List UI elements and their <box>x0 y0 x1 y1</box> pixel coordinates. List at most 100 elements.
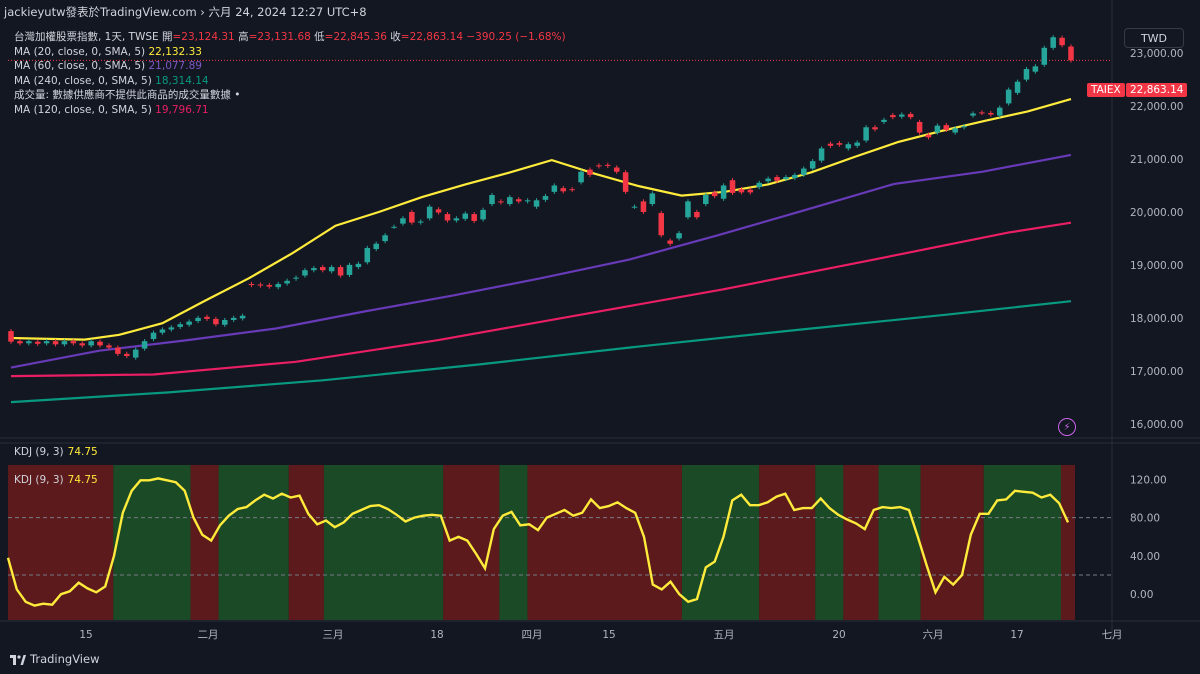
tradingview-brand[interactable]: TradingView <box>10 652 99 666</box>
currency-button[interactable]: TWD <box>1124 28 1184 48</box>
kdj-legend-inner: KDJ (9, 3) 74.75 <box>14 474 98 486</box>
open-value: =23,124.31 <box>172 31 235 43</box>
low-label: 低 <box>314 31 325 43</box>
candle-body <box>115 347 121 354</box>
price-tick-label: 18,000.00 <box>1130 313 1183 325</box>
candle-body <box>453 218 460 221</box>
ma-line <box>10 153 1072 369</box>
candle-body <box>979 112 985 114</box>
candle-body <box>275 283 281 288</box>
candle-body <box>667 240 673 244</box>
candle-body <box>284 280 290 284</box>
candle-body <box>783 177 789 180</box>
candle-body <box>836 143 843 145</box>
symbol-label: 台灣加權股票指數, 1天, TWSE <box>14 31 159 43</box>
candle-body <box>257 284 264 286</box>
candle-body <box>70 341 77 344</box>
candle-body <box>364 247 371 263</box>
candle-body <box>97 341 103 346</box>
candle-body <box>230 317 237 320</box>
time-tick-label: 15 <box>602 629 615 641</box>
symbol-tag: TAIEX <box>1087 83 1125 97</box>
candle-body <box>578 171 584 183</box>
candle-body <box>1023 69 1030 80</box>
candle-body <box>409 211 415 223</box>
candle-body <box>141 341 148 349</box>
ma20-row[interactable]: MA (20, close, 0, SMA, 5) 22,132.33 <box>14 45 566 60</box>
time-tick-label: 二月 <box>198 629 219 641</box>
kdj-tick-label: 80.00 <box>1130 513 1160 525</box>
candle-body <box>774 177 780 181</box>
bear-zone <box>843 465 879 620</box>
open-label: 開 <box>161 31 173 43</box>
volume-row[interactable]: 成交量: 數據供應商不提供此商品的成交量數據 • <box>14 88 566 103</box>
candle-body <box>996 107 1003 116</box>
price-tick-label: 19,000.00 <box>1130 260 1183 272</box>
candle-body <box>1005 89 1012 104</box>
candle-body <box>872 127 878 130</box>
candle-body <box>694 211 700 218</box>
candle-body <box>168 327 175 330</box>
candle-body <box>898 114 905 117</box>
tradingview-logo-icon <box>10 654 26 665</box>
candle-body <box>52 341 59 345</box>
price-tick-label: 20,000.00 <box>1130 207 1183 219</box>
candle-body <box>444 214 451 221</box>
close-label: 收 <box>390 31 401 43</box>
candle-body <box>177 324 184 327</box>
candle-body <box>195 317 201 322</box>
candle-body <box>373 243 379 250</box>
candle-body <box>266 285 273 287</box>
candle-body <box>1032 66 1039 72</box>
kdj-legend-top[interactable]: KDJ (9, 3) 74.75 <box>14 446 98 458</box>
last-price-tag: 22,863.14 <box>1126 83 1188 97</box>
ma240-row[interactable]: MA (240, close, 0, SMA, 5) 18,314.14 <box>14 74 566 89</box>
candle-body <box>747 189 754 193</box>
ma-line <box>10 300 1072 404</box>
candle-body <box>150 332 157 340</box>
ma240-value: 18,314.14 <box>155 74 209 87</box>
bull-zone <box>983 465 1061 620</box>
kdj-grid <box>8 517 1112 576</box>
candle-body <box>916 121 923 133</box>
candle-body <box>729 180 736 193</box>
time-tick-label: 18 <box>430 629 443 641</box>
candle-body <box>765 178 771 182</box>
candle-body <box>854 142 860 146</box>
candle-body <box>337 267 344 276</box>
bull-zone <box>113 465 191 620</box>
candle-body <box>8 331 14 342</box>
lightning-icon[interactable]: ⚡ <box>1058 418 1076 436</box>
kdj-tick-label: 120.00 <box>1130 474 1167 486</box>
ma-line <box>10 98 1072 341</box>
candle-body <box>676 233 682 239</box>
kdj-tick-label: 0.00 <box>1130 589 1153 601</box>
candle-body <box>132 349 139 358</box>
candle-body <box>622 172 629 192</box>
candle-body <box>17 341 23 344</box>
moving-average-lines <box>10 98 1072 404</box>
candle-body <box>1059 37 1065 46</box>
candle-body <box>498 201 504 203</box>
low-value: =22,845.36 <box>324 31 387 43</box>
ma120-row[interactable]: MA (120, close, 0, SMA, 5) 19,796.71 <box>14 103 566 118</box>
candle-body <box>943 125 950 130</box>
candle-body <box>1068 46 1074 61</box>
time-tick-label: 17 <box>1010 629 1023 641</box>
candle-body <box>720 185 727 199</box>
publisher-header: jackieyutw發表於TradingView.com › 六月 24, 20… <box>4 5 367 19</box>
candle-body <box>293 277 299 279</box>
bull-zone <box>815 465 844 620</box>
candle-body <box>685 201 691 218</box>
candle-body <box>417 221 424 223</box>
ohlc-row: 台灣加權股票指數, 1天, TWSE 開=23,124.31 高=23,131.… <box>14 30 566 45</box>
time-tick-label: 15 <box>79 629 92 641</box>
price-tick-label: 16,000.00 <box>1130 419 1183 431</box>
time-tick-label: 20 <box>832 629 845 641</box>
ma60-row[interactable]: MA (60, close, 0, SMA, 5) 21,077.89 <box>14 59 566 74</box>
price-tick-label: 21,000.00 <box>1130 154 1183 166</box>
bear-zone <box>8 465 114 620</box>
candle-body <box>801 168 807 175</box>
candle-body <box>631 206 638 208</box>
